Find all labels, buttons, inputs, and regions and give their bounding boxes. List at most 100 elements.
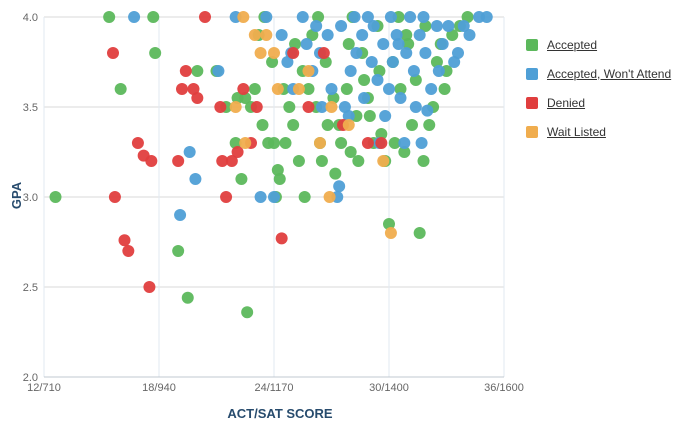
data-point[interactable]: [423, 119, 436, 131]
data-point[interactable]: [388, 137, 401, 149]
data-point[interactable]: [375, 128, 388, 140]
data-point[interactable]: [432, 65, 445, 77]
data-point[interactable]: [392, 38, 405, 50]
data-point[interactable]: [407, 65, 420, 77]
data-point[interactable]: [446, 29, 459, 41]
legend-item[interactable]: Accepted: [526, 30, 671, 59]
data-point[interactable]: [283, 101, 296, 113]
data-point[interactable]: [131, 137, 144, 149]
data-point[interactable]: [321, 119, 334, 131]
data-point[interactable]: [329, 167, 342, 180]
data-point[interactable]: [338, 101, 351, 113]
data-point[interactable]: [229, 137, 242, 149]
data-point[interactable]: [384, 11, 397, 23]
data-point[interactable]: [342, 110, 355, 122]
data-point[interactable]: [271, 164, 284, 176]
data-point[interactable]: [310, 20, 323, 32]
data-point[interactable]: [279, 137, 292, 149]
data-point[interactable]: [172, 155, 185, 167]
data-point[interactable]: [172, 245, 185, 257]
data-point[interactable]: [394, 92, 407, 104]
data-point[interactable]: [398, 137, 411, 149]
data-point[interactable]: [367, 20, 380, 32]
data-point[interactable]: [220, 191, 233, 203]
data-point[interactable]: [333, 180, 346, 193]
data-point[interactable]: [361, 137, 374, 149]
data-point[interactable]: [214, 101, 227, 113]
data-point[interactable]: [239, 92, 252, 104]
data-point[interactable]: [461, 11, 474, 23]
data-point[interactable]: [248, 29, 261, 41]
data-point[interactable]: [400, 47, 413, 59]
data-point[interactable]: [298, 191, 311, 203]
data-point[interactable]: [292, 83, 305, 95]
data-point[interactable]: [147, 11, 160, 23]
data-point[interactable]: [300, 38, 313, 50]
data-point[interactable]: [384, 227, 397, 239]
data-point[interactable]: [480, 11, 493, 23]
data-point[interactable]: [350, 47, 363, 59]
data-point[interactable]: [103, 11, 116, 23]
data-point[interactable]: [356, 29, 369, 41]
data-point[interactable]: [314, 137, 326, 149]
data-point[interactable]: [260, 11, 273, 23]
data-point[interactable]: [225, 155, 238, 167]
data-point[interactable]: [430, 56, 443, 68]
data-point[interactable]: [358, 74, 371, 86]
data-point[interactable]: [425, 83, 438, 95]
data-point[interactable]: [348, 11, 361, 23]
data-point[interactable]: [281, 56, 294, 68]
data-point[interactable]: [108, 191, 121, 203]
data-point[interactable]: [438, 83, 451, 95]
data-point[interactable]: [335, 20, 348, 32]
data-point[interactable]: [256, 119, 269, 131]
data-point[interactable]: [335, 137, 348, 149]
data-point[interactable]: [241, 306, 254, 319]
data-point[interactable]: [183, 146, 196, 158]
data-point[interactable]: [457, 20, 470, 32]
data-point[interactable]: [315, 101, 328, 113]
data-point[interactable]: [371, 74, 384, 86]
data-point[interactable]: [342, 38, 355, 50]
data-point[interactable]: [254, 191, 267, 203]
data-point[interactable]: [181, 291, 194, 304]
data-point[interactable]: [237, 83, 250, 95]
data-point[interactable]: [268, 137, 280, 149]
data-point[interactable]: [271, 83, 284, 95]
data-point[interactable]: [296, 11, 309, 23]
data-point[interactable]: [323, 191, 336, 203]
data-point[interactable]: [406, 119, 418, 131]
data-point[interactable]: [404, 11, 417, 23]
data-point[interactable]: [325, 83, 338, 95]
data-point[interactable]: [229, 101, 242, 113]
data-point[interactable]: [340, 83, 353, 95]
data-point[interactable]: [49, 191, 62, 203]
data-point[interactable]: [254, 47, 267, 59]
data-point[interactable]: [250, 101, 263, 113]
data-point[interactable]: [212, 65, 225, 77]
data-point[interactable]: [463, 29, 476, 41]
data-point[interactable]: [383, 83, 395, 95]
data-point[interactable]: [275, 232, 288, 245]
data-point[interactable]: [216, 155, 229, 167]
data-point[interactable]: [377, 155, 390, 167]
data-point[interactable]: [415, 137, 428, 149]
data-point[interactable]: [358, 92, 371, 104]
data-point[interactable]: [375, 137, 388, 149]
data-point[interactable]: [321, 29, 334, 41]
data-point[interactable]: [409, 74, 422, 86]
data-point[interactable]: [430, 20, 443, 32]
data-point[interactable]: [409, 101, 422, 113]
legend-item[interactable]: Wait Listed: [526, 117, 671, 146]
data-point[interactable]: [379, 110, 392, 122]
data-point[interactable]: [191, 65, 204, 77]
data-point[interactable]: [448, 56, 461, 68]
data-point[interactable]: [402, 38, 415, 50]
data-point[interactable]: [442, 20, 455, 32]
data-point[interactable]: [417, 155, 430, 167]
data-point[interactable]: [289, 38, 302, 50]
legend-item[interactable]: Denied: [526, 88, 671, 117]
data-point[interactable]: [176, 83, 188, 95]
data-point[interactable]: [386, 56, 399, 68]
data-point[interactable]: [436, 38, 449, 50]
